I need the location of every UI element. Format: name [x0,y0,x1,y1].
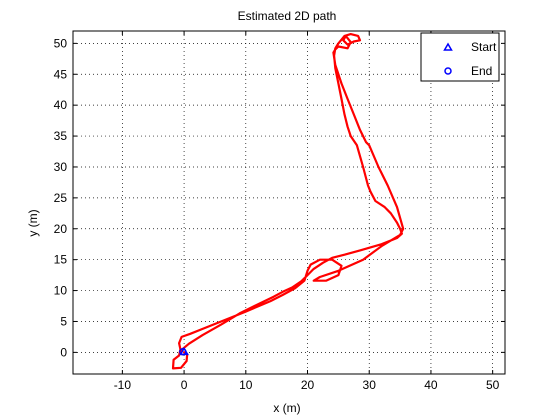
y-tick-label: 30 [54,160,68,174]
x-tick-label: 30 [363,378,377,392]
legend: Start End [420,32,500,82]
x-tick-label: 40 [424,378,438,392]
ticks: -10 0 10 20 30 40 50 0 5 10 15 20 25 30 35 40 45 50 [54,31,505,392]
path-line [171,33,405,370]
legend-box [420,32,500,82]
path-series [171,33,405,370]
y-tick-label: 45 [54,67,68,81]
y-tick-label: 50 [54,36,68,50]
x-tick-label: 20 [301,378,315,392]
legend-start-symbol [443,42,453,51]
marker-layer [179,346,189,356]
y-axis-label: y (m) [26,209,40,236]
axes-box [72,30,506,375]
y-tick-label: 35 [54,129,68,143]
y-tick-label: 5 [60,314,67,328]
x-axis-label: x (m) [273,401,300,415]
end-marker [179,348,187,356]
y-tick-label: 20 [54,222,68,236]
y-tick-label: 0 [60,345,67,359]
axes-background [73,31,505,374]
x-tick-label: 0 [181,378,188,392]
y-tick-label: 15 [54,253,68,267]
x-tick-label: 50 [486,378,500,392]
legend-start-label: Start [471,40,497,54]
y-tick-label: 10 [54,284,68,298]
plot-area: -10 0 10 20 30 40 50 0 5 10 15 20 25 30 35 40 45 50 [54,30,506,392]
x-tick-label: 10 [239,378,253,392]
chart-title: Estimated 2D path [238,9,337,23]
y-tick-label: 25 [54,191,68,205]
x-tick-label: -10 [114,378,132,392]
legend-end-label: End [471,64,492,78]
y-tick-label: 40 [54,98,68,112]
legend-end-symbol [444,67,452,75]
